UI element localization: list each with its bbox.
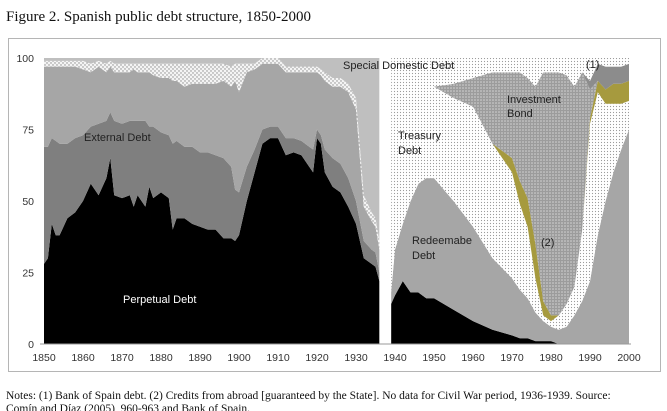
x-tick-label-1880: 1880 (149, 352, 173, 364)
y-tick-label-0: 0 (28, 339, 34, 351)
x-tick-label-1870: 1870 (110, 352, 134, 364)
x-tick-label-1950: 1950 (422, 352, 446, 364)
area-1939-2000-special-domestic-debt (391, 58, 629, 201)
notes-line-2: Comín and Díaz (2005), 960-963 and Bank … (6, 403, 251, 411)
label-redeemable-debt-line2: Debt (412, 250, 435, 262)
x-tick-label-1940: 1940 (383, 352, 407, 364)
y-tick-label-50: 50 (22, 196, 34, 208)
area-1850-1936-perpetual-debt (44, 138, 380, 344)
x-tick-label-1850: 1850 (32, 352, 56, 364)
x-tick-label-1930: 1930 (344, 352, 368, 364)
label-investment-bond-line2: Bond (507, 108, 533, 120)
area-1939-2000-investment-bond (391, 72, 629, 316)
area-1850-1936-treasury-debt (44, 58, 380, 241)
label-redeemable-debt-line1: Redeemabe (412, 235, 472, 247)
x-tick-label-1970: 1970 (500, 352, 524, 364)
area-1939-2000-perpetual-debt (391, 281, 629, 344)
label-treasury-debt-line2: Debt (398, 145, 421, 157)
figure-notes: Notes: (1) Bank of Spain debt. (2) Credi… (6, 390, 662, 411)
x-tick-label-1860: 1860 (71, 352, 95, 364)
x-tick-label-1910: 1910 (266, 352, 290, 364)
area-1939-2000-redeemable-debt (391, 129, 629, 344)
figure-title: Figure 2. Spanish public debt structure,… (6, 9, 311, 25)
notes-line-1: Notes: (1) Bank of Spain debt. (2) Credi… (6, 390, 611, 402)
civil-war-gap (379, 56, 392, 344)
area-1939-2000-bank-of-spain-debt (391, 63, 629, 202)
area-1939-2000-treasury-debt (391, 86, 629, 330)
area-1850-1936-other (44, 63, 380, 273)
x-tick-label-1900: 1900 (227, 352, 251, 364)
y-tick-label-100: 100 (16, 53, 34, 65)
x-tick-label-1920: 1920 (305, 352, 329, 364)
label-note-2: (2) (541, 237, 554, 249)
x-tick-label-2000: 2000 (617, 352, 641, 364)
label-perpetual-debt: Perpetual Debt (123, 294, 196, 306)
x-tick-label-1980: 1980 (539, 352, 563, 364)
area-1850-1936-external-debt (44, 112, 380, 282)
label-treasury-debt-line1: Treasury (398, 130, 441, 142)
label-external-debt: External Debt (84, 132, 151, 144)
label-investment-bond-line1: Investment (507, 94, 561, 106)
x-tick-label-1990: 1990 (578, 352, 602, 364)
label-special-domestic-debt: Special Domestic Debt (343, 60, 454, 72)
x-tick-label-1890: 1890 (188, 352, 212, 364)
x-tick-label-1960: 1960 (461, 352, 485, 364)
label-note-1: (1) (586, 59, 599, 71)
y-tick-label-75: 75 (22, 125, 34, 137)
y-tick-label-25: 25 (22, 268, 34, 280)
